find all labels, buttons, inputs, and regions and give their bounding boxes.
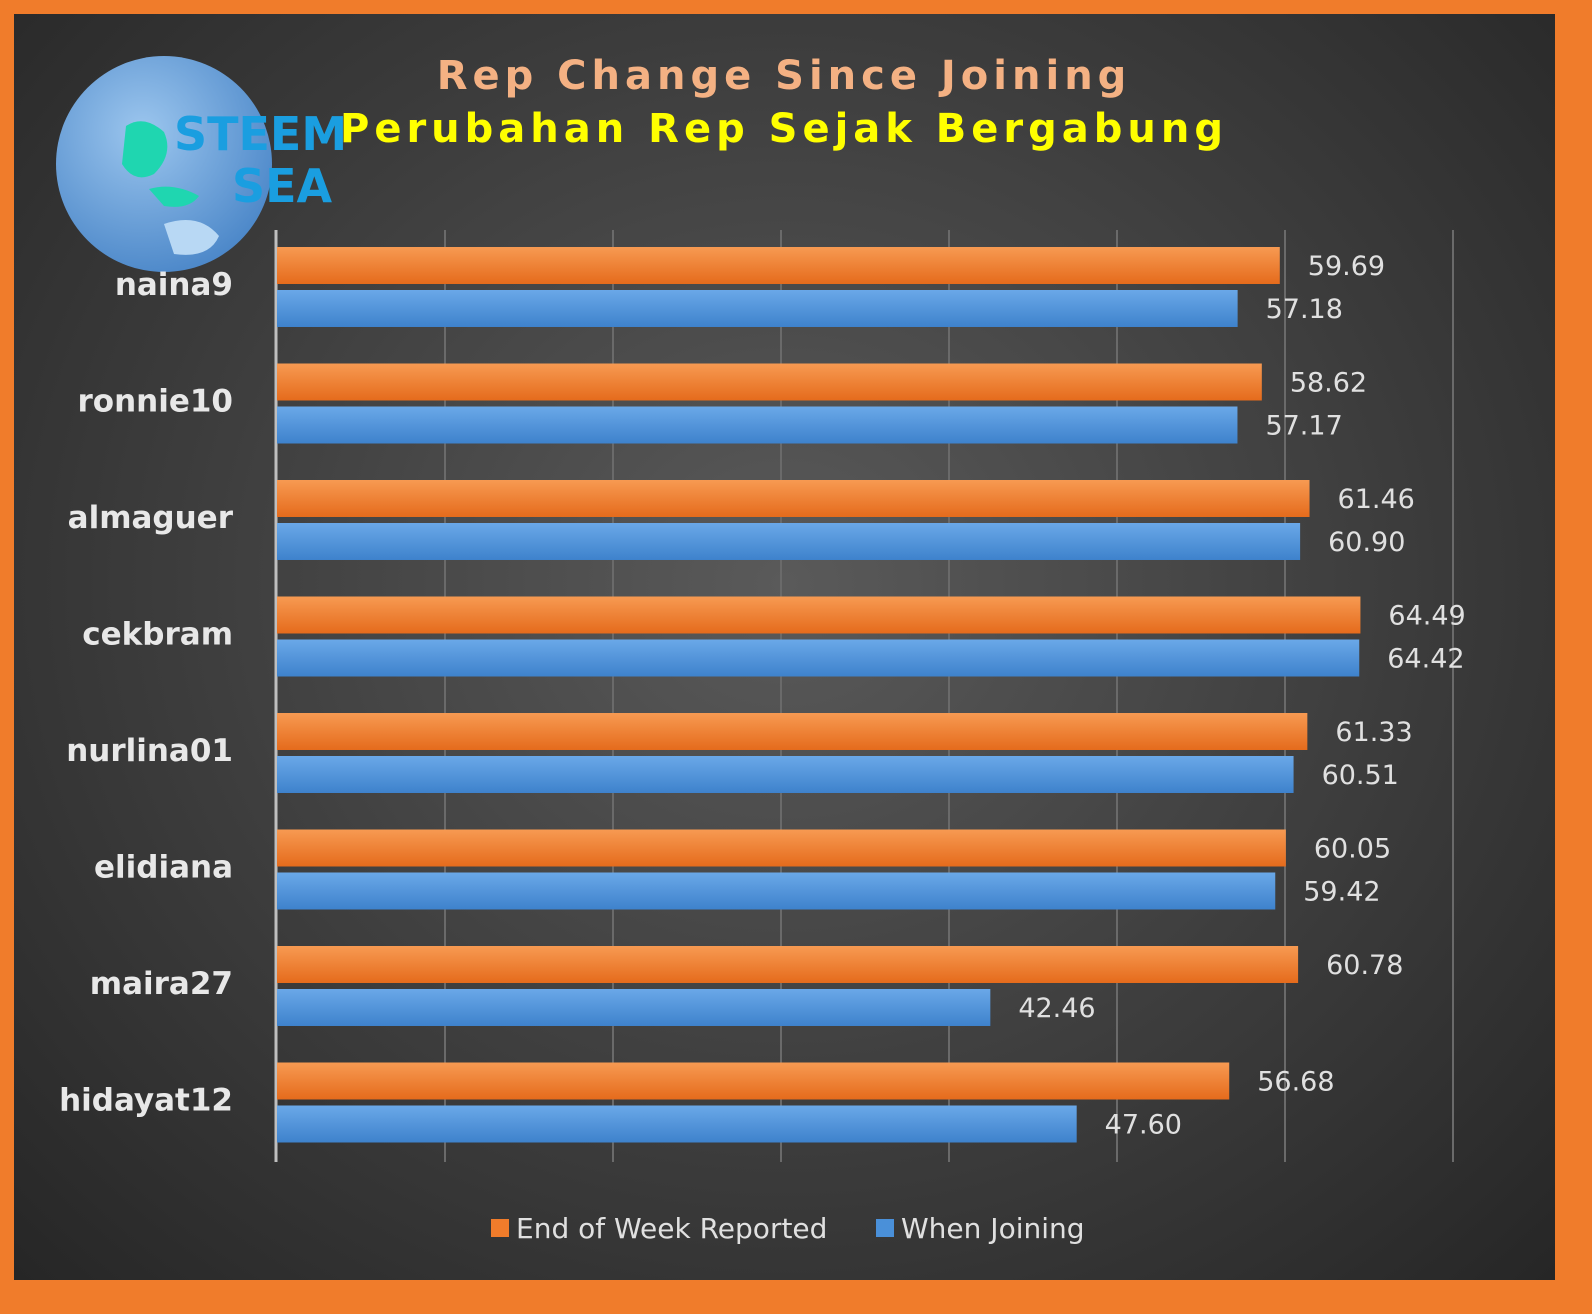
value-label-when-joining-elidiana: 59.42: [1303, 877, 1380, 908]
value-label-when-joining-almaguer: 60.90: [1328, 527, 1405, 558]
bar-when-joining-maira27: [277, 989, 991, 1026]
bar-end-of-week-elidiana: [277, 829, 1286, 867]
category-label-naina9: naina9: [115, 267, 233, 303]
legend-label-when-joining: When Joining: [901, 1212, 1085, 1245]
category-label-maira27: maira27: [90, 966, 233, 1002]
legend-swatch-end-of-week: [491, 1219, 509, 1237]
value-label-end-of-week-maira27: 60.78: [1326, 950, 1403, 981]
value-label-when-joining-cekbram: 64.42: [1387, 644, 1464, 675]
bar-when-joining-ronnie10: [277, 406, 1238, 444]
value-label-end-of-week-nurlina01: 61.33: [1335, 717, 1412, 748]
bars: [277, 247, 1361, 1143]
chart-canvas: STEEM SEA Rep Change Since Joining Perub…: [56, 53, 1466, 1245]
bar-when-joining-cekbram: [277, 639, 1360, 677]
bar-when-joining-nurlina01: [277, 756, 1294, 793]
bar-end-of-week-maira27: [277, 946, 1299, 983]
value-label-end-of-week-almaguer: 61.46: [1338, 484, 1415, 515]
steem-sea-logo: STEEM SEA: [56, 56, 347, 272]
category-label-elidiana: elidiana: [94, 850, 233, 886]
value-label-when-joining-hidayat12: 47.60: [1105, 1110, 1182, 1141]
globe-land-icon: [122, 121, 168, 178]
category-label-hidayat12: hidayat12: [59, 1083, 233, 1119]
chart-subtitle: Perubahan Rep Sejak Bergabung: [340, 106, 1228, 152]
value-label-end-of-week-hidayat12: 56.68: [1257, 1067, 1334, 1098]
bar-end-of-week-ronnie10: [277, 363, 1262, 401]
value-label-end-of-week-elidiana: 60.05: [1314, 834, 1391, 865]
bar-when-joining-hidayat12: [277, 1105, 1077, 1143]
logo-line1: STEEM: [174, 107, 347, 161]
value-label-end-of-week-cekbram: 64.49: [1388, 601, 1465, 632]
globe-icon: [56, 56, 272, 272]
bar-end-of-week-nurlina01: [277, 713, 1308, 750]
value-labels: 59.69 57.18 58.62 57.17 61.46 60.90 64.49 64.42…: [1018, 251, 1465, 1141]
bar-end-of-week-hidayat12: [277, 1062, 1230, 1100]
value-label-end-of-week-naina9: 59.69: [1308, 251, 1385, 282]
category-labels: naina9 ronnie10 almaguer cekbram nurlina01 el…: [59, 267, 234, 1119]
legend-swatch-when-joining: [876, 1219, 894, 1237]
bar-when-joining-almaguer: [277, 523, 1301, 560]
category-label-cekbram: cekbram: [82, 617, 233, 653]
value-label-when-joining-naina9: 57.18: [1266, 294, 1343, 325]
value-label-end-of-week-ronnie10: 58.62: [1290, 368, 1367, 399]
value-label-when-joining-maira27: 42.46: [1018, 993, 1095, 1024]
logo-line2: SEA: [232, 159, 333, 213]
category-label-nurlina01: nurlina01: [66, 733, 233, 769]
category-label-ronnie10: ronnie10: [77, 384, 233, 420]
bar-end-of-week-naina9: [277, 247, 1280, 284]
category-label-almaguer: almaguer: [68, 500, 234, 536]
value-label-when-joining-nurlina01: 60.51: [1322, 760, 1399, 791]
legend: End of Week Reported When Joining: [491, 1212, 1085, 1245]
bar-when-joining-elidiana: [277, 872, 1276, 910]
value-label-when-joining-ronnie10: 57.17: [1265, 411, 1342, 442]
bar-when-joining-naina9: [277, 290, 1238, 327]
chart-title: Rep Change Since Joining: [437, 53, 1132, 99]
chart-frame: STEEM SEA Rep Change Since Joining Perub…: [14, 14, 1555, 1280]
bar-end-of-week-almaguer: [277, 480, 1310, 517]
legend-label-end-of-week: End of Week Reported: [516, 1212, 827, 1245]
bar-end-of-week-cekbram: [277, 596, 1361, 634]
